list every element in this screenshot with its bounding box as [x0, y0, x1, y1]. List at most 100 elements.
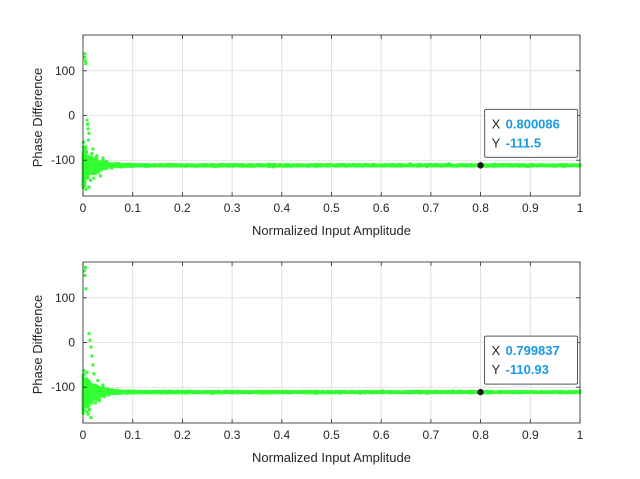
data-point [101, 161, 105, 165]
data-point [90, 152, 94, 155]
data-point [419, 163, 423, 167]
data-point [412, 163, 416, 167]
data-point [408, 164, 412, 167]
x-tick-label: 0.1 [124, 201, 141, 215]
data-point [90, 399, 94, 403]
data-point [447, 162, 451, 166]
data-point [199, 164, 202, 168]
data-point [84, 172, 87, 176]
data-point [83, 163, 87, 167]
data-tip[interactable]: X 0.800086 Y -111.5 [477, 108, 579, 169]
data-point [82, 154, 86, 158]
data-point [201, 163, 205, 166]
data-point [299, 163, 303, 167]
y-tick-label: 0 [68, 109, 75, 123]
data-point [311, 163, 315, 167]
data-point [86, 405, 90, 409]
data-point [427, 164, 431, 168]
data-point [215, 164, 219, 168]
data-point [211, 164, 215, 168]
data-point [248, 163, 252, 167]
data-point [389, 164, 392, 168]
data-point [333, 163, 337, 167]
data-point [485, 164, 489, 168]
data-point [577, 164, 581, 168]
data-point [469, 162, 473, 166]
data-point [542, 163, 546, 167]
data-point [337, 164, 341, 168]
data-point [546, 164, 550, 168]
data-point [85, 169, 89, 173]
data-point [460, 164, 464, 168]
data-point [545, 390, 549, 394]
data-point [114, 163, 118, 167]
data-point [414, 163, 418, 167]
data-point [90, 166, 94, 170]
x-tick-labels: 0 0.1 0.2 0.3 0.4 0.5 0.6 0.7 0.8 0.9 1 [80, 201, 584, 215]
tick-marks [82, 35, 581, 196]
data-point [83, 152, 87, 156]
y-axis-label: Phase Difference [30, 68, 45, 168]
data-point [140, 163, 143, 167]
data-tip-marker[interactable] [477, 162, 484, 169]
data-point [326, 163, 330, 167]
data-point [401, 164, 405, 168]
data-point [496, 164, 499, 168]
data-point [213, 163, 216, 167]
data-point [360, 164, 364, 168]
data-point [93, 166, 97, 170]
x-tick-label: 0.6 [373, 201, 390, 215]
data-point [87, 403, 91, 407]
data-point [93, 158, 96, 162]
data-point [87, 185, 91, 189]
x-tick-label: 0.4 [273, 201, 290, 215]
data-tip-box[interactable] [484, 108, 579, 158]
data-point [304, 164, 308, 168]
data-point [559, 164, 563, 168]
data-point [259, 164, 263, 168]
data-point [87, 162, 91, 166]
data-point [344, 163, 348, 167]
data-point [425, 165, 429, 168]
data-point [289, 164, 293, 168]
data-point [533, 163, 537, 167]
data-point [557, 163, 561, 167]
data-point [83, 52, 87, 56]
data-point [458, 163, 462, 167]
data-point [516, 163, 519, 167]
data-point [537, 390, 541, 394]
data-point [267, 162, 270, 166]
data-point [99, 168, 103, 172]
data-point [89, 155, 93, 159]
data-point [285, 164, 289, 168]
data-point [229, 163, 233, 166]
data-point [194, 164, 198, 168]
data-point [89, 178, 92, 182]
data-point [85, 176, 89, 180]
data-point [95, 158, 99, 162]
x-tick-label: 1 [577, 201, 584, 215]
data-point [255, 164, 259, 168]
data-point [405, 163, 409, 167]
data-point [408, 162, 412, 166]
data-point [339, 163, 343, 167]
x-tick-label: 0.8 [472, 201, 489, 215]
data-point [386, 164, 390, 167]
data-point [91, 147, 95, 151]
data-point [543, 390, 547, 394]
data-point [145, 164, 149, 168]
data-point [172, 163, 176, 167]
data-point [85, 379, 89, 383]
data-point [302, 164, 306, 168]
data-point [562, 163, 566, 167]
data-point [462, 164, 466, 168]
data-point [95, 165, 99, 169]
data-point [104, 387, 108, 391]
data-point [95, 154, 99, 158]
data-point [271, 164, 275, 168]
data-point [324, 164, 327, 168]
data-point [356, 164, 360, 168]
data-point [443, 163, 447, 167]
